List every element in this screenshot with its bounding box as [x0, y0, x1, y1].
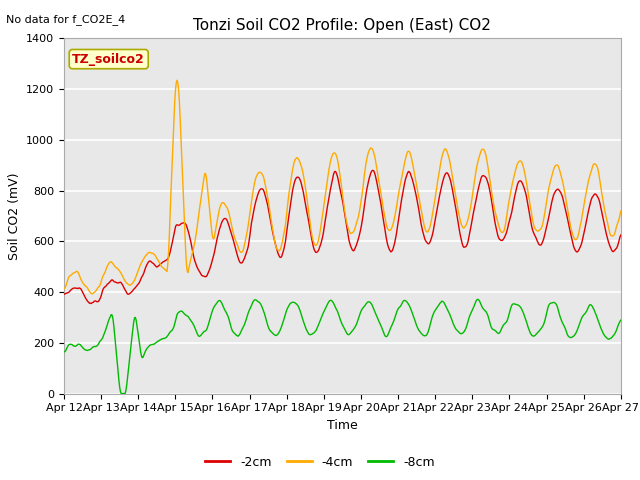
Title: Tonzi Soil CO2 Profile: Open (East) CO2: Tonzi Soil CO2 Profile: Open (East) CO2	[193, 18, 492, 33]
Text: TZ_soilco2: TZ_soilco2	[72, 53, 145, 66]
X-axis label: Time: Time	[327, 419, 358, 432]
Y-axis label: Soil CO2 (mV): Soil CO2 (mV)	[8, 172, 20, 260]
Text: No data for f_CO2E_4: No data for f_CO2E_4	[6, 14, 125, 25]
Legend: -2cm, -4cm, -8cm: -2cm, -4cm, -8cm	[200, 451, 440, 474]
